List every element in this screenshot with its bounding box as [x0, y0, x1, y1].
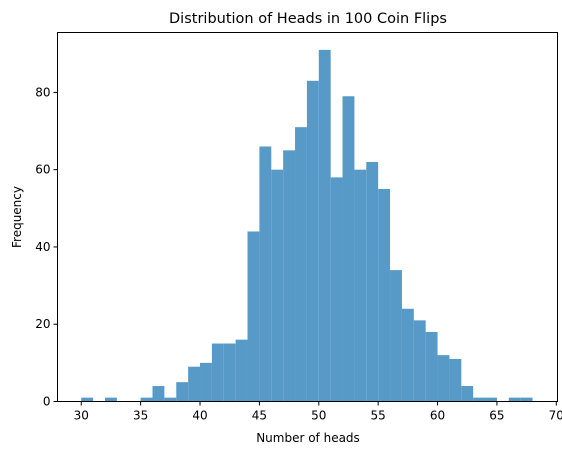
histogram-bar: [259, 146, 272, 402]
histogram-bar: [223, 343, 236, 402]
x-tick-label: 40: [192, 409, 207, 423]
histogram-bar: [508, 397, 521, 402]
histogram-bar: [81, 397, 94, 402]
x-tick-label: 65: [489, 409, 504, 423]
x-tick-label: 30: [74, 409, 89, 423]
histogram-bar: [105, 397, 117, 402]
histogram-bar: [461, 386, 474, 402]
histogram-bar: [295, 127, 307, 402]
histogram-bar: [354, 169, 367, 402]
y-axis-ticks: 0 20 40 60 80: [35, 85, 58, 409]
histogram-bar: [235, 339, 248, 402]
y-tick-label: 20: [35, 317, 50, 331]
histogram-bar: [318, 49, 331, 402]
histogram-bar: [152, 386, 165, 402]
histogram-bar: [164, 397, 177, 402]
x-axis-label: Number of heads: [256, 431, 360, 445]
x-axis-ticks: 30 35 40 45 50 55 60 65 70: [74, 401, 562, 423]
chart-title: Distribution of Heads in 100 Coin Flips: [169, 11, 447, 27]
histogram-bar: [378, 188, 391, 402]
plot-frame: [57, 32, 558, 402]
histogram-bar: [306, 80, 319, 402]
histogram-bar: [330, 177, 343, 402]
y-tick-label: 80: [35, 85, 50, 99]
histogram-bar: [520, 397, 533, 402]
histogram-bar: [200, 362, 212, 402]
histogram-bar: [485, 397, 497, 402]
x-tick-label: 70: [549, 409, 562, 423]
histogram-bar: [366, 161, 379, 402]
y-axis-label: Frequency: [10, 186, 24, 248]
x-tick-label: 55: [371, 409, 386, 423]
histogram-bar: [188, 366, 201, 402]
histogram-bar: [473, 397, 486, 402]
histogram-bar: [449, 358, 462, 402]
histogram-bar: [342, 96, 355, 402]
histogram-bar: [425, 331, 438, 402]
histogram-bar: [247, 231, 260, 402]
x-tick-label: 50: [311, 409, 326, 423]
histogram-bar: [271, 169, 284, 402]
y-tick-label: 0: [43, 395, 51, 409]
histogram-bar: [401, 308, 414, 402]
histogram-bar: [140, 397, 153, 402]
histogram-bar: [176, 382, 189, 402]
histogram-bar: [211, 343, 224, 402]
y-tick-label: 40: [35, 240, 50, 254]
bars-group: [81, 49, 533, 402]
histogram-bar: [437, 355, 450, 402]
histogram-bar: [390, 270, 402, 402]
histogram-bar: [413, 320, 426, 402]
x-tick-label: 60: [430, 409, 445, 423]
x-tick-label: 35: [133, 409, 148, 423]
histogram-bar: [283, 150, 296, 402]
y-tick-label: 60: [35, 163, 50, 177]
x-tick-label: 45: [252, 409, 267, 423]
